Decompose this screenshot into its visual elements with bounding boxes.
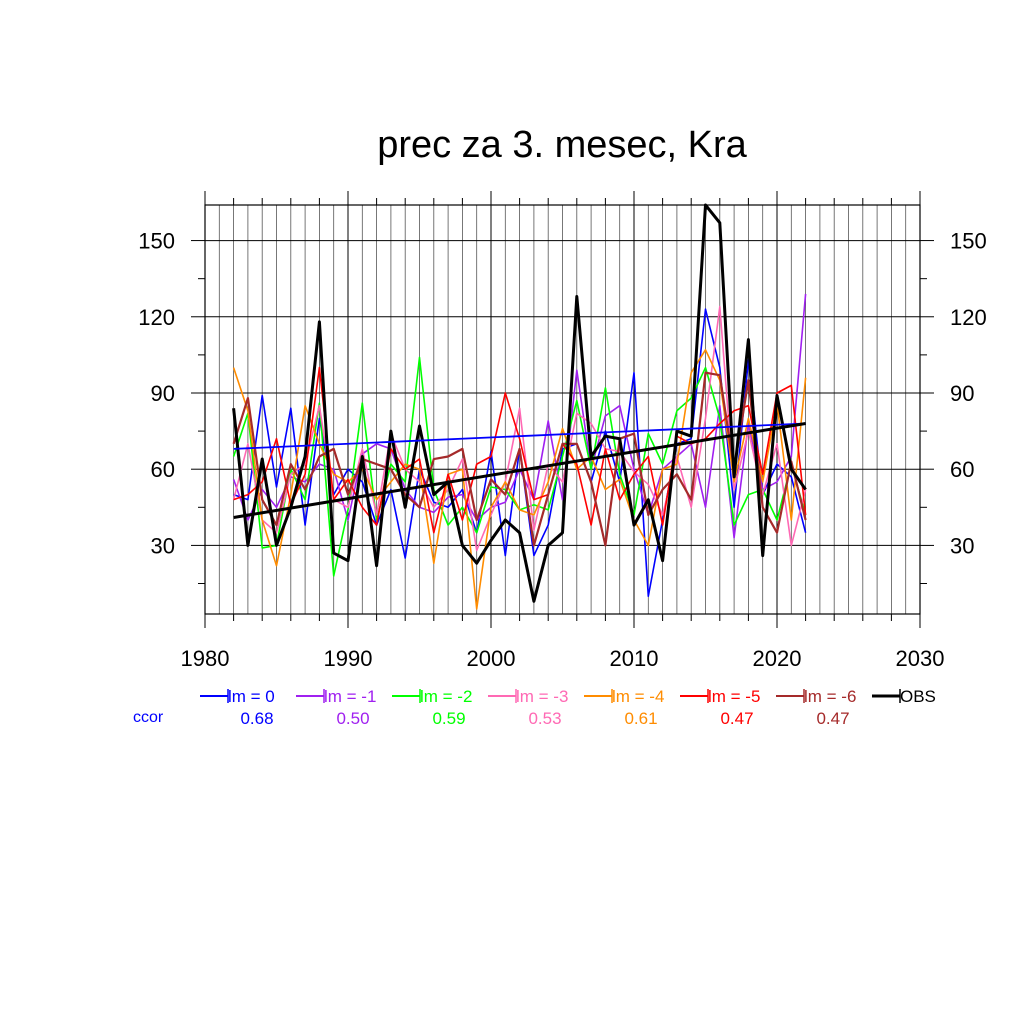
legend-ccor-2: 0.59 <box>432 709 465 728</box>
y-tick-label-right: 30 <box>950 533 974 558</box>
y-tick-label-left: 30 <box>151 533 175 558</box>
ccor-label: ccor <box>133 709 164 726</box>
legend-label-2: lm = -2 <box>420 687 472 706</box>
x-tick-label: 2020 <box>753 646 802 671</box>
series-line-6 <box>232 371 807 547</box>
legend-label-0: lm = 0 <box>228 687 275 706</box>
x-tick-label: 1980 <box>181 646 230 671</box>
y-tick-label-right: 150 <box>950 229 987 254</box>
x-tick-label: 2030 <box>896 646 945 671</box>
legend: ccor lm = 0 0.68 lm = -1 0.50 lm = -2 0.59 lm =… <box>133 687 936 728</box>
y-tick-label-right: 60 <box>950 457 974 482</box>
legend-label-7: OBS <box>900 687 936 706</box>
y-tick-label-right: 120 <box>950 305 987 330</box>
legend-ccor-4: 0.61 <box>624 709 657 728</box>
plot-frame <box>204 204 921 615</box>
chart-title: prec za 3. mesec, Kra <box>377 124 747 166</box>
legend-ccor-6: 0.47 <box>816 709 849 728</box>
y-tick-label-right: 90 <box>950 381 974 406</box>
grid-lines <box>205 205 920 614</box>
legend-label-6: lm = -6 <box>804 687 856 706</box>
series-line-7 <box>232 203 807 603</box>
axis-ticks <box>191 191 934 628</box>
series-group <box>232 203 807 610</box>
legend-label-1: lm = -1 <box>324 687 376 706</box>
y-tick-label-left: 60 <box>151 457 175 482</box>
legend-label-5: lm = -5 <box>708 687 760 706</box>
x-tick-label: 1990 <box>324 646 373 671</box>
x-tick-label: 2010 <box>610 646 659 671</box>
legend-ccor-5: 0.47 <box>720 709 753 728</box>
legend-label-4: lm = -4 <box>612 687 664 706</box>
y-tick-label-left: 120 <box>138 305 175 330</box>
legend-label-3: lm = -3 <box>516 687 568 706</box>
y-tick-label-left: 150 <box>138 229 175 254</box>
legend-ccor-1: 0.50 <box>336 709 369 728</box>
legend-ccor-0: 0.68 <box>240 709 273 728</box>
trend-line-7 <box>233 421 806 519</box>
x-tick-label: 2000 <box>467 646 516 671</box>
y-tick-label-left: 90 <box>151 381 175 406</box>
trend-line-0 <box>233 422 806 450</box>
legend-ccor-3: 0.53 <box>528 709 561 728</box>
